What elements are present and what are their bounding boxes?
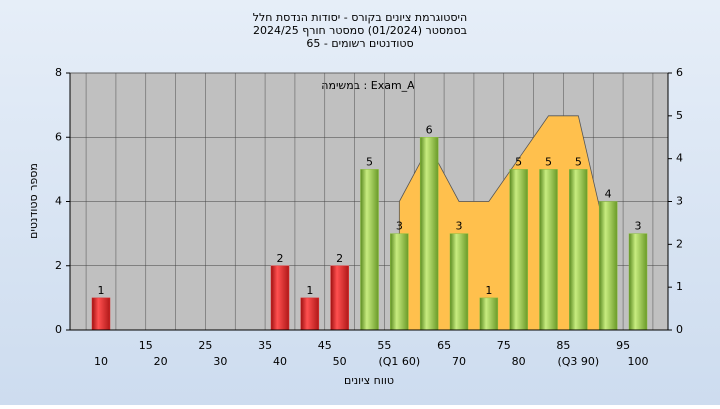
x-tick-label: 45: [318, 339, 332, 352]
x-tick-label: 70: [452, 355, 466, 368]
bar: [360, 169, 379, 331]
data-label: 4: [605, 188, 612, 201]
chart-subtitle: סטודנטים רשומים - 65: [306, 37, 413, 50]
x-tick-label: 50: [333, 355, 347, 368]
y2-tick-label: 6: [676, 66, 683, 79]
x-tick-label: 100: [628, 355, 649, 368]
x-tick-label: 75: [497, 339, 511, 352]
data-label: 1: [306, 284, 313, 297]
data-label: 1: [485, 284, 492, 297]
data-label: 5: [515, 155, 522, 168]
x-tick-label: (Q3 90): [557, 355, 599, 368]
data-label: 3: [635, 220, 642, 233]
y2-tick-label: 1: [676, 280, 683, 293]
data-label: 2: [277, 252, 284, 265]
chart-title: היסטוגרמת ציונים בקורס - יסודות הנדסת חל…: [253, 11, 467, 24]
data-label: 5: [545, 155, 552, 168]
x-tick-label: 95: [616, 339, 630, 352]
x-tick-label: 25: [198, 339, 212, 352]
y2-tick-label: 2: [676, 237, 683, 250]
bar: [569, 169, 588, 331]
x-tick-label: 15: [139, 339, 153, 352]
y-tick-label: 6: [55, 130, 62, 143]
x-tick-label: 40: [273, 355, 287, 368]
x-tick-label: 80: [512, 355, 526, 368]
data-label: 1: [98, 284, 105, 297]
bar: [479, 297, 499, 331]
annotation: במשימה : Exam_A: [321, 79, 415, 92]
bar: [628, 233, 648, 331]
data-label: 3: [396, 220, 403, 233]
bar: [509, 169, 528, 331]
y-tick-label: 0: [55, 323, 62, 336]
x-tick-label: 10: [94, 355, 108, 368]
data-label: 3: [456, 220, 463, 233]
x-tick-label: 85: [556, 339, 570, 352]
x-tick-label: (Q1 60): [378, 355, 420, 368]
bar: [330, 265, 349, 331]
y2-tick-label: 5: [676, 109, 683, 122]
y-axis-label: מספר סטודנטים: [27, 163, 40, 239]
x-tick-label: 20: [154, 355, 168, 368]
data-label: 6: [426, 123, 433, 136]
bar: [300, 297, 320, 331]
bar: [390, 233, 409, 331]
y-tick-label: 2: [55, 259, 62, 272]
bar: [598, 201, 618, 331]
y2-tick-label: 3: [676, 195, 683, 208]
y-tick-label: 8: [55, 66, 62, 79]
data-label: 2: [336, 252, 343, 265]
data-label: 5: [575, 155, 582, 168]
chart-subtitle: בסמסטר (01/2024) סמסטר חורף 2024/25: [253, 24, 467, 37]
x-tick-label: 55: [377, 339, 391, 352]
bar: [270, 265, 290, 331]
bar: [419, 137, 439, 331]
x-tick-label: 35: [258, 339, 272, 352]
y2-tick-label: 4: [676, 152, 683, 165]
bar: [91, 297, 111, 331]
bar: [539, 169, 558, 331]
x-tick-label: 65: [437, 339, 451, 352]
data-label: 5: [366, 155, 373, 168]
bar: [449, 233, 469, 331]
y-tick-label: 4: [55, 195, 62, 208]
y2-tick-label: 0: [676, 323, 683, 336]
x-axis-label: טווח ציונים: [344, 374, 394, 387]
x-tick-label: 30: [213, 355, 227, 368]
